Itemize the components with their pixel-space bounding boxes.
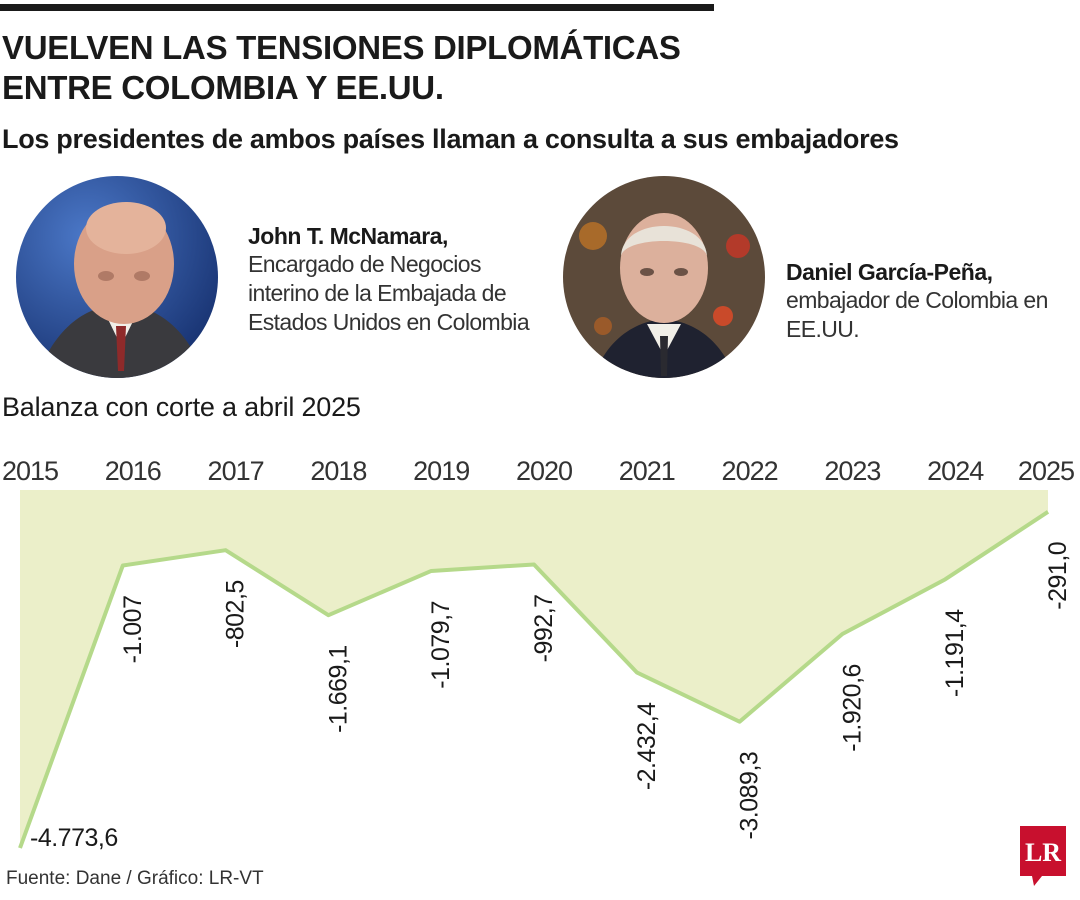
chart-title: Balanza con corte a abril 2025 bbox=[2, 392, 361, 422]
year-label: 2018 bbox=[310, 456, 366, 486]
value-label: -1.920,6 bbox=[838, 664, 866, 752]
value-label: -802,5 bbox=[222, 580, 250, 648]
value-label: -3.089,3 bbox=[736, 752, 764, 840]
year-label: 2020 bbox=[516, 456, 572, 486]
value-label: -1.079,7 bbox=[427, 601, 455, 689]
balance-line bbox=[18, 510, 1050, 849]
year-label: 2016 bbox=[105, 456, 161, 486]
headline: VUELVEN LAS TENSIONES DIPLOMÁTICAS ENTRE… bbox=[2, 29, 681, 106]
year-label: 2021 bbox=[619, 456, 675, 486]
lr-logo-text: LR bbox=[1025, 838, 1061, 867]
year-label: 2022 bbox=[722, 456, 778, 486]
person-role: Encargado de Negocios interino de la Emb… bbox=[248, 251, 530, 335]
person-mcnamara: John T. McNamara, Encargado de Negocios … bbox=[248, 222, 538, 337]
year-label: 2019 bbox=[413, 456, 469, 486]
value-labels: -4.773,6 -1.007 -802,5 -1.669,1 -1.079,7 -992… bbox=[30, 542, 1072, 850]
value-label: -992,7 bbox=[530, 594, 558, 662]
year-label: 2023 bbox=[824, 456, 880, 486]
subtitle: Los presidentes de ambos países llaman a… bbox=[2, 124, 899, 154]
year-label: 2015 bbox=[2, 456, 58, 486]
value-label: -291,0 bbox=[1044, 542, 1072, 610]
year-label: 2024 bbox=[927, 456, 984, 486]
portrait-garcia-pena bbox=[563, 176, 765, 378]
source-note: Fuente: Dane / Gráfico: LR-VT bbox=[6, 868, 264, 889]
value-label: -1.191,4 bbox=[941, 609, 969, 697]
person-name: Daniel García-Peña, bbox=[786, 259, 993, 285]
value-label: -4.773,6 bbox=[30, 824, 118, 850]
balance-area bbox=[20, 490, 1048, 848]
year-label: 2025 bbox=[1018, 456, 1074, 486]
lr-logo: LR bbox=[1020, 826, 1066, 891]
year-axis-labels: 2015 2016 2017 2018 2019 2020 2021 2022 2023 2024… bbox=[2, 456, 1075, 486]
person-garcia-pena: Daniel García-Peña, embajador de Colombi… bbox=[786, 258, 1056, 344]
year-label: 2017 bbox=[208, 456, 264, 486]
person-name: John T. McNamara, bbox=[248, 223, 448, 249]
value-label: -2.432,4 bbox=[633, 702, 661, 790]
value-label: -1.007 bbox=[119, 596, 147, 664]
portrait-mcnamara bbox=[16, 176, 218, 378]
area-layer bbox=[18, 490, 1050, 849]
balanza-area-chart: 2015 2016 2017 2018 2019 2020 2021 2022 2023 2024… bbox=[2, 456, 1075, 850]
person-role: embajador de Colombia en EE.UU. bbox=[786, 287, 1048, 342]
value-label: -1.669,1 bbox=[324, 645, 352, 733]
top-rule bbox=[0, 4, 714, 11]
